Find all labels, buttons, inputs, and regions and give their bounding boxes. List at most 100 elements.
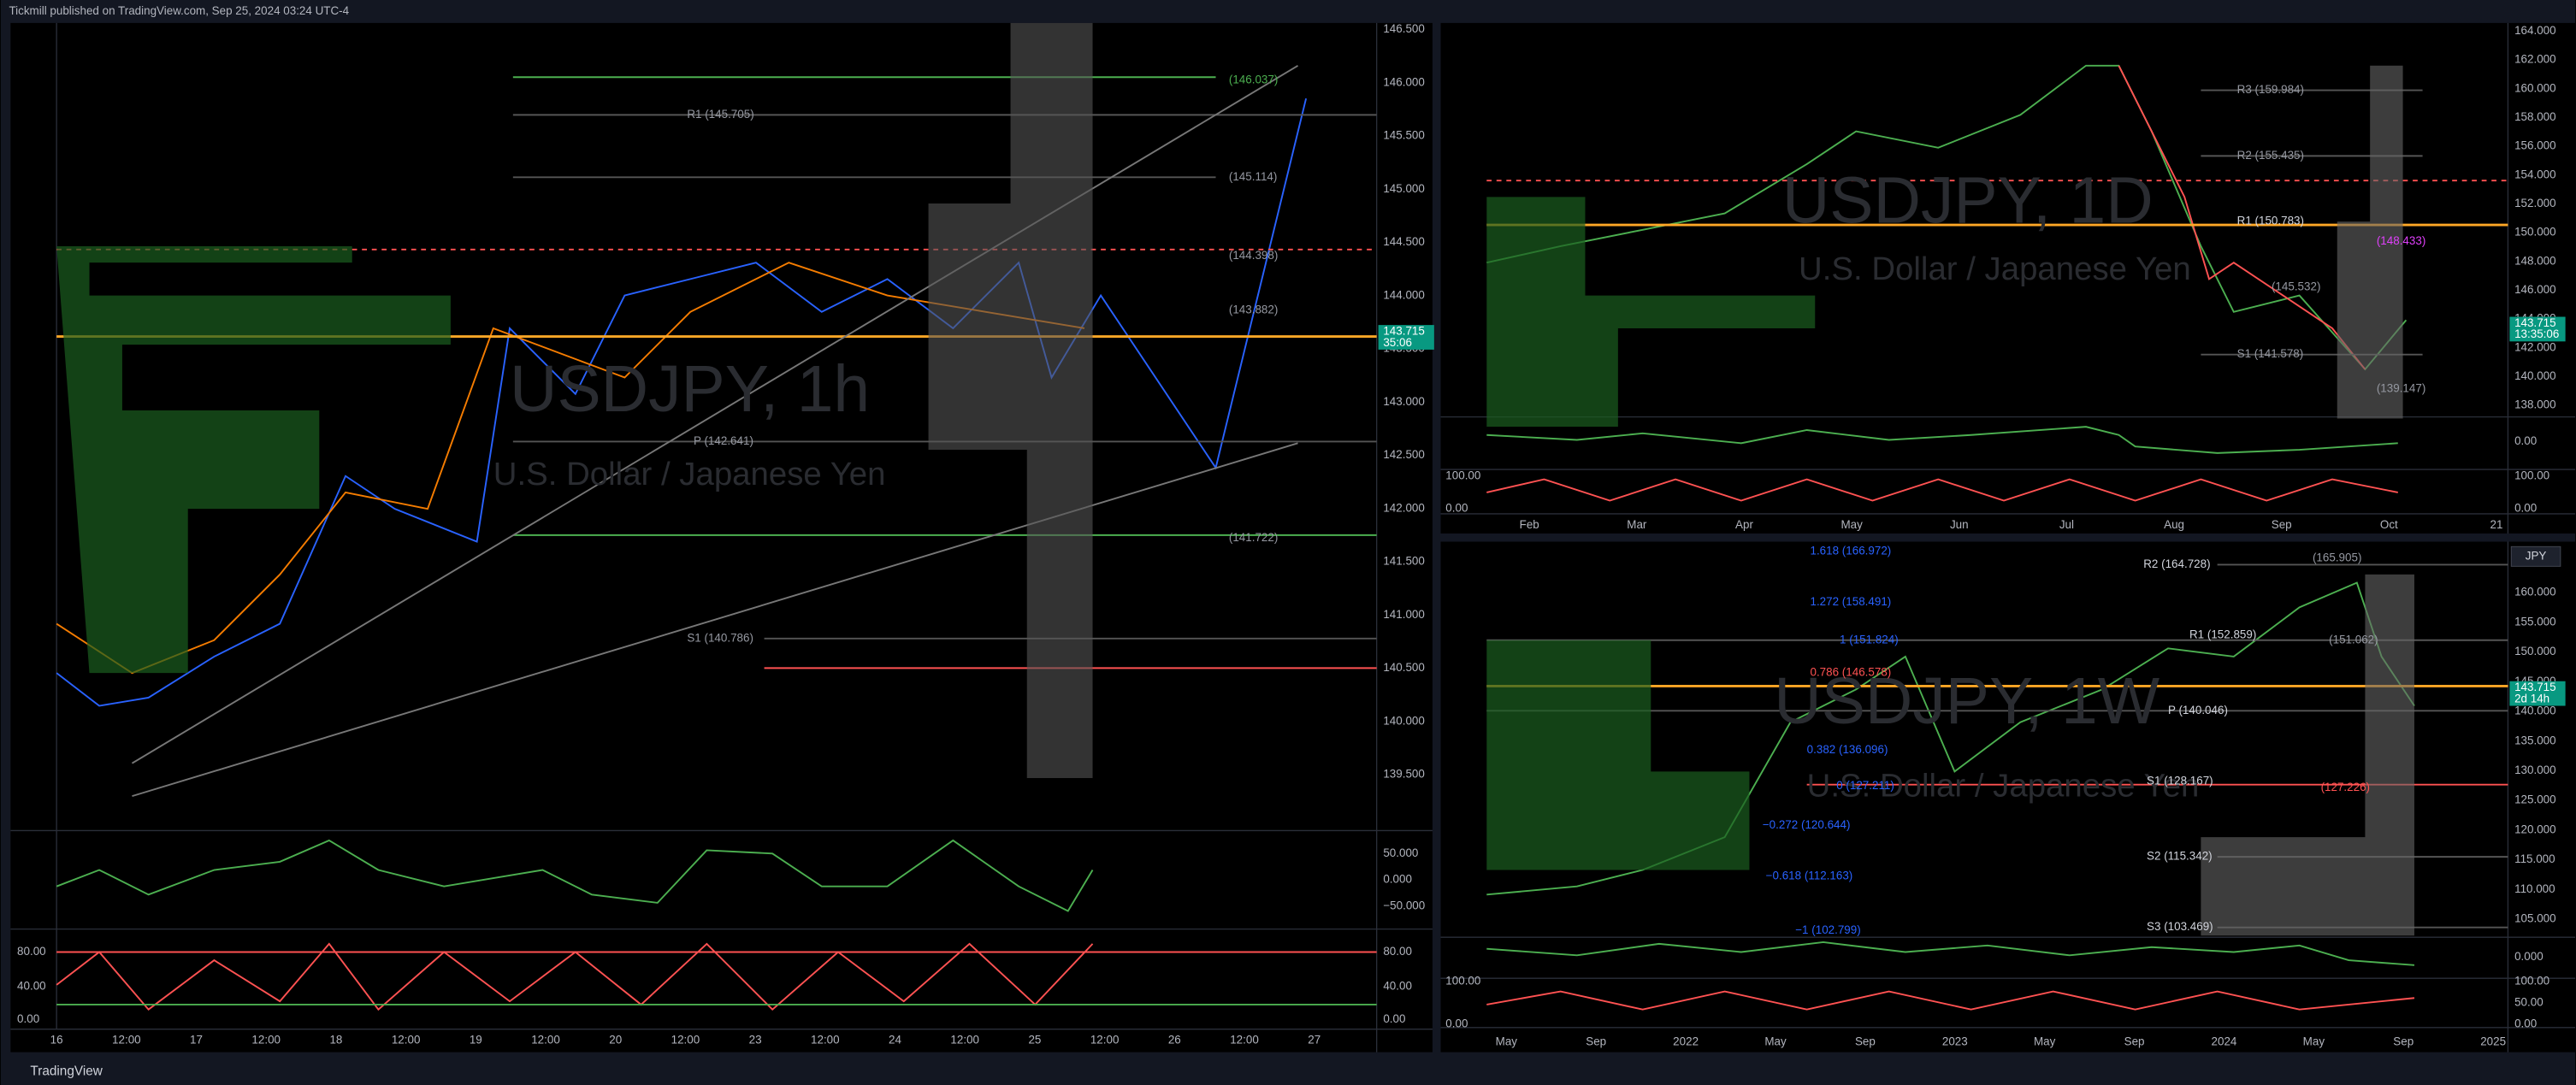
level-label: S1 (140.786) — [687, 631, 753, 644]
price-label: 146.500 — [1383, 22, 1425, 35]
price-tag-price: 143.715 — [2514, 681, 2556, 693]
price-label: 160.000 — [2514, 81, 2556, 94]
price-tag — [2509, 316, 2566, 342]
price-tag-countdown: 2d 14h — [2514, 692, 2549, 705]
price-label: 135.000 — [2514, 734, 2556, 746]
osc-label: 100.00 — [1445, 469, 1480, 481]
price-label: 164.000 — [2514, 24, 2556, 37]
time-label: 12:00 — [112, 1034, 141, 1047]
price-label: 140.500 — [1383, 661, 1425, 674]
separators — [10, 22, 2576, 1053]
osc-label: 80.00 — [1383, 945, 1412, 958]
description: U.S. Dollar / Japanese Yen — [1807, 768, 2200, 805]
time-label: Oct — [2380, 518, 2398, 531]
currency-label[interactable]: JPY — [2526, 549, 2547, 562]
price-label: 146.000 — [2514, 283, 2556, 296]
level-label: (139.147) — [2377, 382, 2425, 395]
level-label: (143.882) — [1229, 303, 1278, 315]
price-label: 125.000 — [2514, 793, 2556, 806]
price-label: 150.000 — [2514, 645, 2556, 657]
price-label: 152.000 — [2514, 197, 2556, 209]
time-label: May — [1764, 1035, 1787, 1048]
time-label: Jul — [2059, 518, 2074, 531]
time-label: Sep — [1855, 1035, 1876, 1048]
time-label: 19 — [470, 1034, 482, 1047]
header: Tickmill published on TradingView.com, S… — [9, 4, 349, 17]
time-label: 26 — [1168, 1034, 1181, 1047]
time-label: 17 — [190, 1034, 203, 1047]
level-label: R1 (150.783) — [2237, 215, 2304, 227]
level-label: −0.272 (120.644) — [1763, 818, 1851, 831]
level-label: (144.398) — [1229, 249, 1278, 262]
level-label: (151.062) — [2329, 633, 2378, 646]
level-label: P (140.046) — [2168, 704, 2228, 716]
osc-label: 0.000 — [2514, 950, 2544, 963]
price-tag-price: 143.715 — [1383, 324, 1425, 337]
level-label: (148.433) — [2377, 234, 2425, 247]
currency-button — [2510, 545, 2561, 567]
time-label: 2025 — [2480, 1035, 2506, 1048]
time-label: 12:00 — [1090, 1034, 1120, 1047]
price-label: 130.000 — [2514, 764, 2556, 776]
time-label: 21 — [2490, 518, 2503, 531]
time-label: 12:00 — [671, 1034, 700, 1047]
price-label: 139.500 — [1383, 768, 1425, 781]
level-label: S3 (103.469) — [2147, 920, 2213, 933]
osc-label: 0.000 — [1383, 873, 1412, 886]
level-label: −0.618 (112.163) — [1766, 870, 1853, 882]
level-label: (141.722) — [1229, 531, 1278, 544]
price-label: 144.000 — [1383, 288, 1425, 301]
osc-label: 100.00 — [2514, 975, 2549, 988]
description: U.S. Dollar / Japanese Yen — [1799, 251, 2191, 287]
level-label: R1 (145.705) — [687, 108, 753, 121]
level-label: (145.114) — [1229, 170, 1277, 183]
time-label: Feb — [1520, 518, 1539, 531]
time-label: Apr — [1735, 518, 1753, 531]
level-label: (127.226) — [2321, 781, 2370, 793]
time-label: 25 — [1028, 1034, 1041, 1047]
price-label: 138.000 — [2514, 398, 2556, 411]
level-label: S1 (141.578) — [2237, 347, 2304, 360]
time-label: 12:00 — [950, 1034, 979, 1047]
level-label: (165.905) — [2313, 551, 2361, 563]
level-label: P (142.641) — [694, 434, 753, 447]
price-label: 150.000 — [2514, 226, 2556, 239]
price-label: 140.000 — [2514, 705, 2556, 717]
level-label: S2 (115.342) — [2147, 850, 2213, 863]
price-label: 142.000 — [2514, 340, 2556, 353]
osc-label: 0.00 — [1383, 1012, 1405, 1025]
price-label: 120.000 — [2514, 823, 2556, 835]
price-label: 115.000 — [2514, 852, 2555, 865]
price-label: 158.000 — [2514, 110, 2556, 123]
time-label: 2024 — [2212, 1035, 2237, 1048]
description: U.S. Dollar / Japanese Yen — [493, 456, 886, 492]
price-label: 142.000 — [1383, 501, 1425, 514]
time-label: Sep — [2272, 518, 2292, 531]
volume-profile — [56, 22, 2414, 936]
level-label: R3 (159.984) — [2237, 83, 2304, 96]
time-label: 2022 — [1673, 1035, 1699, 1048]
price-label: 140.000 — [2514, 369, 2556, 382]
time-label: Jun — [1950, 518, 1969, 531]
level-label: −1 (102.799) — [1795, 923, 1861, 936]
time-label: May — [1840, 518, 1863, 531]
time-label: Sep — [2124, 1035, 2145, 1048]
time-label: 18 — [329, 1034, 342, 1047]
price-tag-countdown: 13:35:06 — [2514, 327, 2559, 340]
price-label: 142.500 — [1383, 448, 1425, 461]
level-label: 0.786 (146.578) — [1811, 666, 1892, 679]
level-label: (145.532) — [2272, 280, 2320, 293]
osc-label: 100.00 — [2514, 469, 2549, 481]
price-label: 144.500 — [1383, 235, 1425, 248]
level-label: 1.618 (166.972) — [1811, 545, 1892, 557]
price-tag-price: 143.715 — [2514, 316, 2556, 329]
price-label: 154.000 — [2514, 168, 2556, 180]
watermark: USDJPY, 1D — [1782, 163, 2154, 237]
price-label: 145.000 — [1383, 182, 1425, 195]
price-label: 110.000 — [2514, 882, 2555, 895]
osc-label: 50.00 — [2514, 996, 2544, 1009]
price-label: 143.000 — [1383, 395, 1425, 408]
time-label: May — [2034, 1035, 2056, 1048]
osc-label: 100.00 — [1445, 975, 1480, 988]
level-label: R1 (152.859) — [2189, 628, 2256, 641]
